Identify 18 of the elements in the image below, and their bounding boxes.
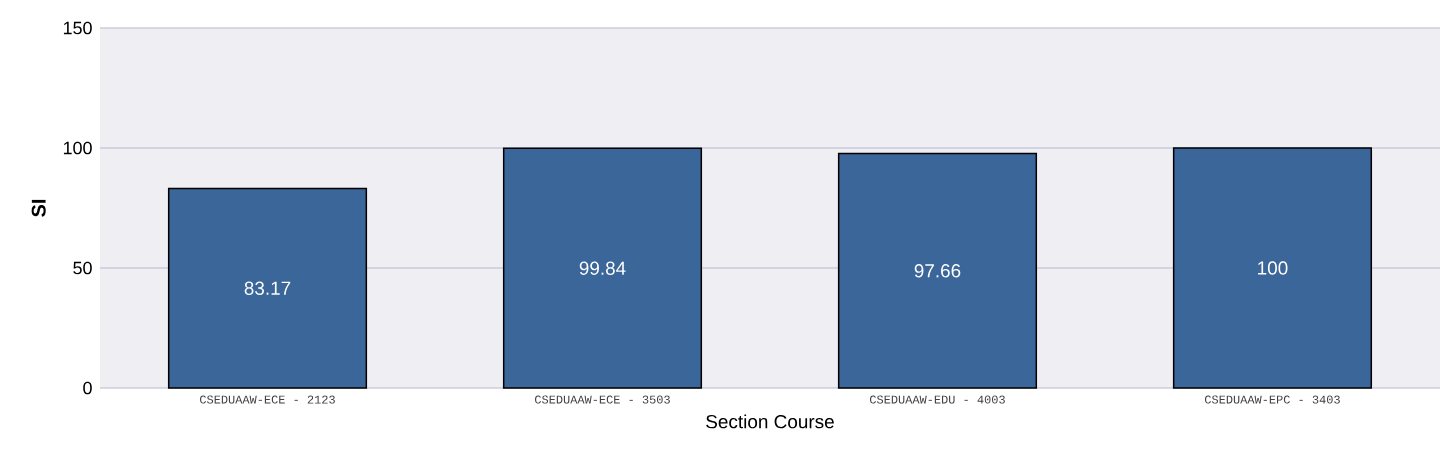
y-tick-label: 0 — [83, 381, 92, 395]
data-label: 99.84 — [579, 261, 626, 275]
x-tick-label: CSEDUAAW-EDU - 4003 — [869, 395, 1005, 404]
bar — [502, 147, 703, 389]
y-tick-label: 100 — [63, 141, 92, 155]
bar — [1172, 147, 1373, 389]
data-label: 97.66 — [914, 264, 961, 278]
x-axis-title: Section Course — [706, 414, 834, 429]
bar — [837, 152, 1038, 389]
y-axis-title: SI — [31, 199, 46, 217]
y-tick-label: 50 — [73, 261, 92, 275]
data-label: 100 — [1258, 261, 1288, 275]
data-label: 83.17 — [244, 281, 291, 295]
x-tick-label: CSEDUAAW-ECE - 3503 — [535, 395, 670, 404]
y-tick-label: 150 — [63, 21, 92, 35]
x-tick-label: CSEDUAAW-ECE - 2123 — [200, 395, 335, 404]
bar — [167, 187, 368, 389]
x-tick-label: CSEDUAAW-EPC - 3403 — [1204, 395, 1340, 404]
